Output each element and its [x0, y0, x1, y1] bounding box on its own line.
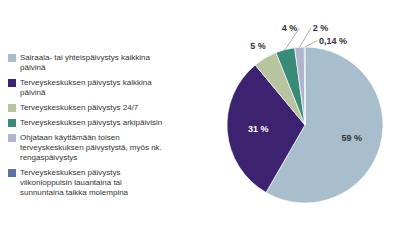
html-text:Terveyskeskuksen päivystys ark: Terveyskeskuksen päivystys arkipäivisin — [20, 117, 163, 127]
svg-text:59 %: 59 % — [341, 133, 362, 143]
svg-text:31 %: 31 % — [248, 124, 269, 134]
html-text:Terveyskeskuksen päivystys vii: Terveyskeskuksen päivystys viikonloppuis… — [20, 167, 129, 197]
svg-text:5 %: 5 % — [250, 41, 266, 51]
svg-text:2 %: 2 % — [313, 23, 329, 33]
html-text:Terveyskeskuksen päivystys 24/: Terveyskeskuksen päivystys 24/7 — [20, 102, 139, 112]
html-text:Terveyskeskuksen päivystys kai: Terveyskeskuksen päivystys kaikkina päiv… — [20, 77, 152, 97]
svg-text:0,14 %: 0,14 % — [319, 36, 347, 46]
html-text:Sairaala- tai yhteispäivystys: Sairaala- tai yhteispäivystys kaikkina p… — [20, 52, 150, 72]
svg-text:4 %: 4 % — [282, 23, 298, 33]
html-text:Ohjataan käyttämään toisen ter: Ohjataan käyttämään toisen terveyskeskuk… — [20, 132, 162, 162]
